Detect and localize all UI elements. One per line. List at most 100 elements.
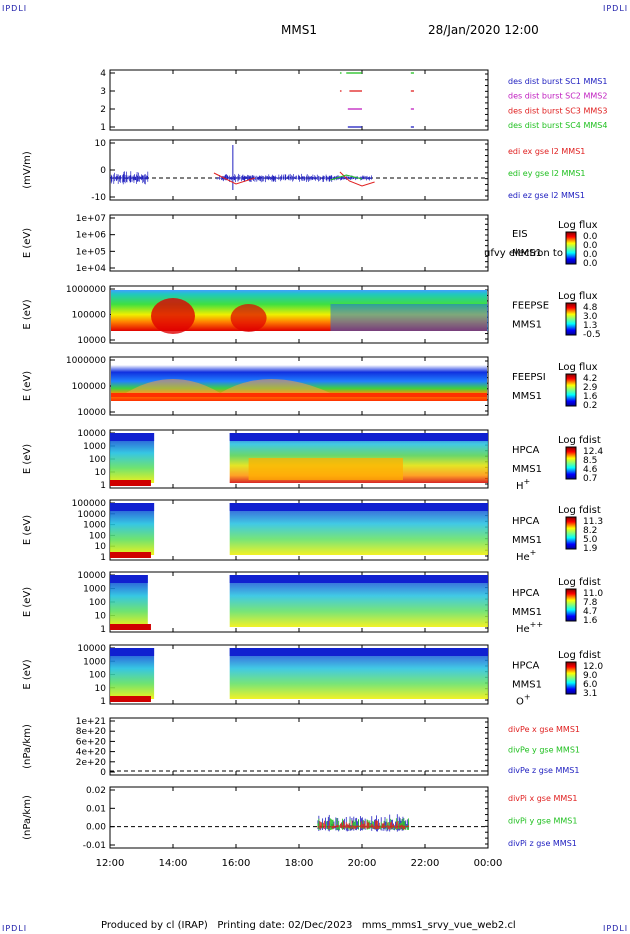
colorbar-hpca_he1: [565, 516, 577, 550]
colorbar-tick: 5.0: [583, 535, 598, 545]
side-label-instrument: HPCA: [512, 445, 540, 456]
ylabel-divpe: (nPa/km): [22, 724, 33, 769]
ytick-label: 100: [89, 455, 106, 465]
ytick-label: 10000: [77, 408, 106, 418]
ytick-label: 1e+21: [76, 717, 106, 727]
colorbar-hpca_h: [565, 446, 577, 480]
corner-mark-tl: IPDLI: [2, 4, 28, 13]
ytick-label: 6e+20: [76, 737, 107, 747]
ytick-label: 1e+06: [76, 231, 107, 241]
side-label-instrument: FEEPSE: [512, 301, 549, 312]
ytick-label: 1: [100, 481, 106, 491]
hpca-high-energy-band: [110, 433, 155, 441]
colorbar-tick: 6.0: [583, 680, 598, 690]
hpca-high-energy-band: [110, 648, 155, 656]
colorbar-title: Log fdist: [558, 435, 601, 446]
ylabel-feepse: E (eV): [22, 299, 33, 329]
legend-entry: des dist burst SC3 MMS3: [508, 106, 607, 115]
legend-entry: des dist burst SC1 MMS1: [508, 77, 607, 86]
side-label-instrument: HPCA: [512, 516, 540, 527]
colorbar-title: Log flux: [558, 291, 598, 302]
ytick-label: 2: [100, 105, 106, 115]
legend-entry: edi ez gse l2 MMS1: [508, 191, 585, 200]
ylabel-feepsi: E (eV): [22, 371, 33, 401]
colorbar-tick: 12.0: [583, 662, 603, 672]
colorbar-feepse: [565, 302, 577, 336]
ylabel-eis: E (eV): [22, 228, 33, 258]
hpca-spectrogram-block: [229, 575, 488, 627]
hpca-high-energy-band: [229, 648, 488, 656]
spacecraft-title: MMS1: [281, 23, 317, 37]
hpca-low-energy-band: [110, 552, 151, 558]
species-label: He++: [516, 620, 543, 635]
hpca-spectrogram-block: [229, 648, 488, 699]
colorbar-tick: -0.5: [583, 330, 601, 340]
colorbar-tick: 0.0: [583, 241, 598, 251]
time-axis-label: 22:00: [411, 858, 440, 869]
ytick-label: 10000: [77, 644, 106, 654]
species-label: H+: [516, 477, 530, 492]
legend-entry: divPi z gse MMS1: [508, 839, 577, 848]
ytick-label: 100: [89, 531, 106, 541]
legend-entry: divPe y gse MMS1: [508, 746, 580, 755]
feepse-hot-blob: [230, 304, 267, 332]
side-label-instrument: HPCA: [512, 661, 540, 672]
colorbar-title: Log fdist: [558, 505, 601, 516]
panel-frame-efield: [109, 139, 489, 201]
colorbar-tick: 0.2: [583, 401, 597, 411]
time-axis-label: 20:00: [348, 858, 377, 869]
colorbar-tick: 12.4: [583, 447, 603, 457]
corner-mark-br: IPDLI: [603, 924, 629, 933]
side-label-spacecraft: MMS1: [512, 535, 542, 546]
ytick-label: 10: [95, 468, 107, 478]
ylabel-hpca_h: E (eV): [22, 444, 33, 474]
time-axis-label: 16:00: [222, 858, 251, 869]
colorbar-tick: 4.2: [583, 374, 597, 384]
colorbar-title: Log flux: [558, 220, 598, 231]
ey-trace: [330, 174, 363, 181]
hpca-low-energy-band: [110, 480, 151, 486]
legend-entry: divPe z gse MMS1: [508, 766, 579, 775]
colorbar-tick: 0.7: [583, 474, 597, 484]
side-label-spacecraft: MMS1: [512, 248, 542, 259]
hpca-high-energy-band: [110, 503, 155, 511]
ytick-label: 10: [95, 612, 107, 622]
colorbar-tick: 4.7: [583, 607, 597, 617]
colorbar-tick: 8.2: [583, 526, 597, 536]
ytick-label: 3: [100, 87, 106, 97]
ytick-label: 0.00: [86, 823, 106, 833]
colorbar-tick: 11.0: [583, 589, 603, 599]
hpca-spectrogram-block: [110, 433, 155, 483]
colorbar-tick: 0.0: [583, 259, 598, 269]
ytick-label: 0.01: [86, 804, 106, 814]
legend-entry: divPi x gse MMS1: [508, 794, 577, 803]
side-label-instrument: FEEPSI: [512, 372, 546, 383]
panel-frame-eis: [109, 214, 489, 272]
ylabel-hpca_he1: E (eV): [22, 515, 33, 545]
side-label-instrument: EIS: [512, 229, 528, 240]
hpca-low-energy-band: [110, 696, 151, 702]
ytick-label: 1000: [83, 585, 106, 595]
ytick-label: 2e+20: [76, 758, 107, 768]
colorbar-title: Log fdist: [558, 650, 601, 661]
ytick-label: 0: [100, 166, 106, 176]
legend-entry: divPe x gse MMS1: [508, 725, 580, 734]
colorbar-title: Log fdist: [558, 577, 601, 588]
colorbar-tick: 2.9: [583, 383, 598, 393]
panel-frame-divpi: [109, 786, 489, 849]
ytick-label: 1000000: [66, 285, 106, 295]
footer-script-name: mms_mms1_srvy_vue_web2.cl: [361, 920, 516, 931]
time-axis-label: 14:00: [159, 858, 188, 869]
ylabel-divpi: (nPa/km): [22, 795, 33, 840]
ex-trace: [339, 171, 375, 187]
legend-entry: edi ex gse l2 MMS1: [508, 147, 585, 156]
colorbar-tick: 9.0: [583, 671, 598, 681]
ytick-label: 1000: [83, 521, 106, 531]
hpca-spectrogram-block: [110, 648, 155, 699]
hpca-low-energy-band: [110, 624, 151, 630]
ytick-label: 10000: [77, 571, 106, 581]
legend-entry: des dist burst SC2 MMS2: [508, 92, 607, 101]
legend-entry: edi ey gse l2 MMS1: [508, 169, 586, 178]
ytick-label: 1: [100, 697, 106, 707]
time-axis-label: 12:00: [96, 858, 125, 869]
